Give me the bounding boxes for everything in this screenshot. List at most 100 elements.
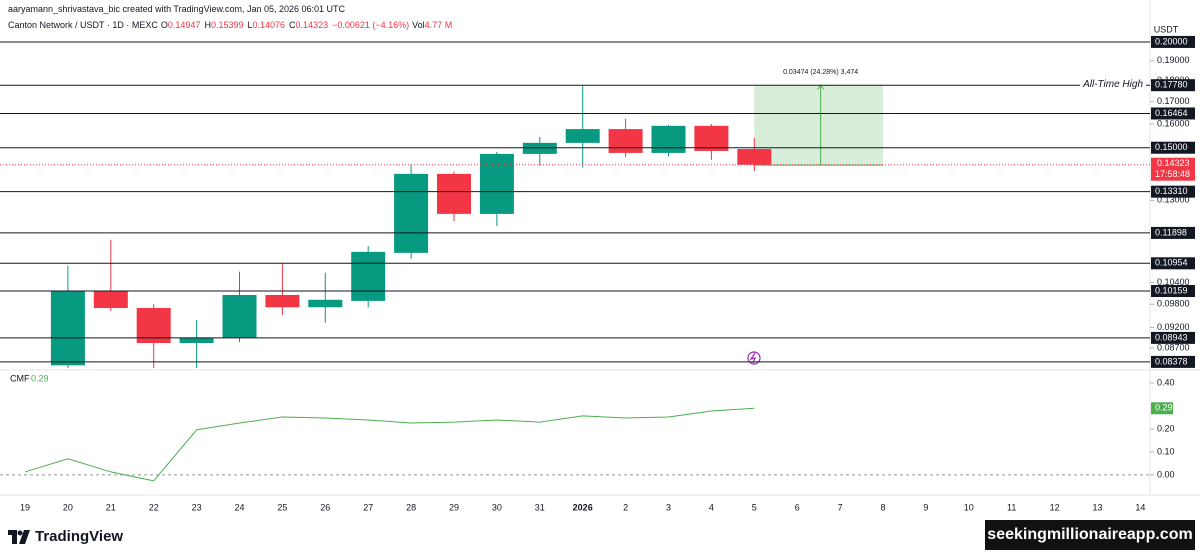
watermark: seekingmillionaireapp.com <box>985 520 1195 550</box>
ohlc-label: O <box>160 20 168 30</box>
candle-body <box>522 142 557 154</box>
y-tick-label: 0.08700 <box>1157 342 1190 352</box>
level-tag-label: 0.08943 <box>1155 332 1188 342</box>
ohlc-item: H0.15399 <box>204 20 243 30</box>
x-tick-label: 6 <box>795 502 800 512</box>
level-tag <box>1151 141 1195 154</box>
x-tick-label: 19 <box>20 502 30 512</box>
y-tick-label: 0.20 <box>1157 423 1175 433</box>
level-tag-label: 0.08378 <box>1155 356 1188 366</box>
last-price-tag <box>1151 157 1195 181</box>
x-tick-label: 26 <box>320 502 330 512</box>
x-tick-label: 28 <box>406 502 416 512</box>
cmf-line <box>24 407 755 482</box>
cmf-tag <box>1151 402 1173 415</box>
y-tick-label: 0.40 <box>1157 377 1175 387</box>
countdown: 17:58:48 <box>1155 169 1190 179</box>
x-tick-label: 10 <box>964 502 974 512</box>
x-tick-label: 30 <box>492 502 502 512</box>
candle-body <box>437 173 471 214</box>
author-line: aaryamann_shrivastava_bic created with T… <box>8 4 346 14</box>
ohlc-item: L0.14076 <box>247 20 285 30</box>
candle-body <box>479 153 514 214</box>
level-tag-label: 0.10159 <box>1155 285 1188 295</box>
candle-body <box>737 149 772 165</box>
x-tick-label: 23 <box>192 502 202 512</box>
ohlc-label: H <box>204 20 211 30</box>
candle-body <box>93 290 128 309</box>
x-tick-label: 24 <box>234 502 244 512</box>
level-tag-label: 0.20000 <box>1155 36 1188 46</box>
ohlc-label: L <box>247 20 253 30</box>
cmf-legend-name: CMF <box>10 373 30 383</box>
x-tick-label: 3 <box>666 502 671 512</box>
vol: 4.77 M <box>424 20 453 30</box>
ohlc-item: O0.14947 <box>161 20 201 30</box>
candle-body <box>565 129 600 143</box>
x-tick-label: 25 <box>277 502 287 512</box>
vol-label: Vol <box>412 20 425 30</box>
candle-body <box>136 308 171 343</box>
change: −0.00621 (−4.16%) <box>332 20 410 30</box>
level-tag <box>1151 331 1195 344</box>
x-tick-label: 14 <box>1135 502 1145 512</box>
x-tick-label: 13 <box>1092 502 1102 512</box>
cmf-legend-value: 0.29 <box>31 373 49 383</box>
level-tag-label: 0.13310 <box>1155 186 1188 196</box>
level-tag <box>1151 185 1195 198</box>
ohlc-item: C0.14323 <box>289 20 328 30</box>
currency: USDT <box>1154 24 1179 34</box>
x-tick-label: 4 <box>709 502 714 512</box>
candle-body <box>608 129 643 153</box>
y-tick-label: 0.10 <box>1157 446 1175 456</box>
symbol: Canton Network / USDT · 1D · MEXC <box>8 20 158 30</box>
level-tag <box>1151 107 1195 120</box>
measure-box <box>754 85 883 166</box>
x-tick-label: 31 <box>535 502 545 512</box>
x-tick-label: 21 <box>106 502 116 512</box>
x-tick-label: 2026 <box>573 502 593 512</box>
candle-body <box>179 338 214 343</box>
symbol-legend: Canton Network / USDT · 1D · MEXC O0.1494… <box>8 20 455 30</box>
y-tick-label: 0.17000 <box>1157 96 1190 106</box>
x-tick-label: 22 <box>149 502 159 512</box>
candle-body <box>222 294 257 339</box>
level-tag-label: 0.15000 <box>1155 142 1188 152</box>
level-annotation: All-Time High <box>1082 79 1143 90</box>
level-tag-label: 0.16464 <box>1155 108 1188 118</box>
x-tick-label: 27 <box>363 502 373 512</box>
x-tick-label: 12 <box>1050 502 1060 512</box>
candle-body <box>265 294 300 308</box>
last-price-label: 0.14323 <box>1157 158 1190 168</box>
level-tag <box>1151 257 1195 270</box>
level-tag <box>1151 355 1195 368</box>
y-tick-label: 0.16000 <box>1157 118 1190 128</box>
level-tag <box>1151 79 1195 92</box>
level-tag <box>1151 35 1195 48</box>
x-tick-label: 5 <box>752 502 757 512</box>
price-pane <box>50 84 883 368</box>
ohlc-value: 0.15399 <box>210 20 244 30</box>
ohlc-value: 0.14076 <box>252 20 286 30</box>
x-tick-label: 7 <box>838 502 843 512</box>
candle-body <box>651 125 686 153</box>
x-tick-label: 9 <box>923 502 928 512</box>
level-tag <box>1151 285 1195 298</box>
level-tag-label: 0.11898 <box>1155 227 1187 237</box>
ohlc-label: C <box>289 20 296 30</box>
x-tick-label: 8 <box>880 502 885 512</box>
x-tick-label: 2 <box>623 502 628 512</box>
candle-body <box>394 173 429 253</box>
annotation-backing <box>1080 80 1146 91</box>
level-tag <box>1151 226 1195 239</box>
candle-body <box>351 251 386 301</box>
y-tick-label: 0.00 <box>1157 469 1175 479</box>
y-tick-label: 0.13000 <box>1157 195 1190 205</box>
y-tick-label: 0.19000 <box>1157 55 1190 65</box>
level-tag-label: 0.17780 <box>1155 80 1188 90</box>
ohlc-value: 0.14947 <box>167 20 201 30</box>
lightning-icon <box>747 351 761 365</box>
cmf-tag-label: 0.29 <box>1155 403 1173 413</box>
brand-logo <box>8 529 30 544</box>
